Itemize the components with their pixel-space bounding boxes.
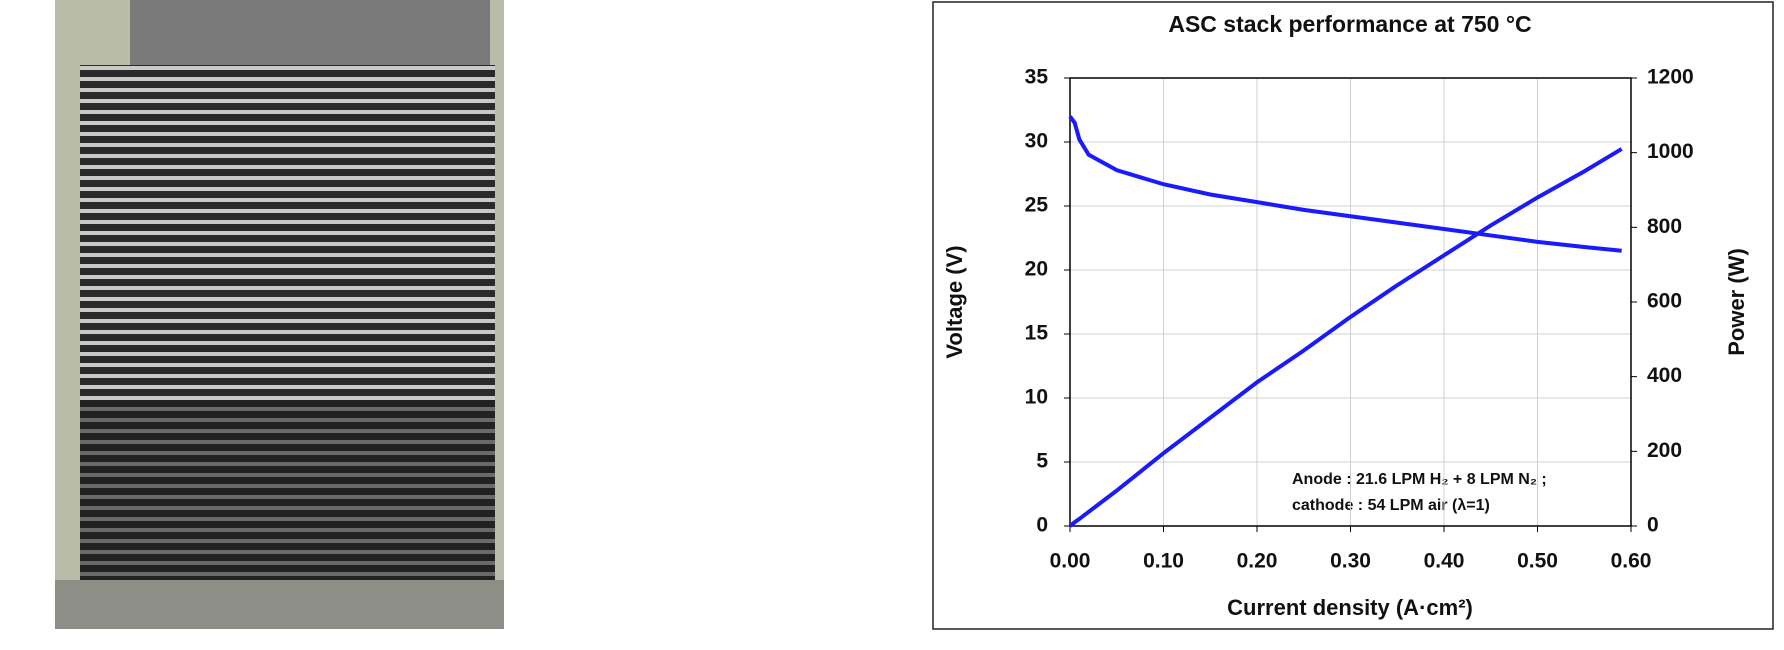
y2-tick-label: 1200 <box>1647 66 1694 89</box>
y2-tick-label: 400 <box>1647 364 1682 387</box>
top-block <box>130 0 490 65</box>
x-tick-label: 0.30 <box>1330 550 1371 573</box>
stack-shadow <box>80 400 495 605</box>
x-tick-label: 0.00 <box>1050 550 1091 573</box>
chart-title: ASC stack performance at 750 °C <box>1168 11 1531 37</box>
y2-axis-label: Power (W) <box>1724 248 1749 356</box>
y2-tick-label: 200 <box>1647 439 1682 462</box>
data-line <box>1068 115 1622 253</box>
stack-photo <box>55 0 504 629</box>
plot-border <box>1069 77 1632 527</box>
annotation: cathode : 54 LPM air (λ=1) <box>1292 497 1490 514</box>
y2-tick-label: 600 <box>1647 290 1682 313</box>
y-tick-label: 35 <box>1025 66 1049 89</box>
y-tick-label: 5 <box>1036 450 1048 473</box>
x-tick-label: 0.60 <box>1611 550 1652 573</box>
y-axis-label: Voltage (V) <box>942 245 967 358</box>
y-tick-label: 10 <box>1025 386 1048 409</box>
base-plate <box>55 580 504 629</box>
y-tick-label: 0 <box>1036 514 1048 537</box>
y2-tick-label: 800 <box>1647 215 1682 238</box>
y-tick-label: 20 <box>1025 258 1048 281</box>
y-tick-label: 30 <box>1025 130 1048 153</box>
x-tick-label: 0.20 <box>1237 550 1278 573</box>
y-tick-label: 25 <box>1025 194 1049 217</box>
y2-tick-label: 1000 <box>1647 140 1694 163</box>
x-tick-label: 0.50 <box>1517 550 1558 573</box>
y2-tick-label: 0 <box>1647 514 1659 537</box>
y-tick-label: 15 <box>1025 322 1049 345</box>
data-line <box>1068 147 1623 528</box>
x-tick-label: 0.10 <box>1143 550 1184 573</box>
x-tick-label: 0.40 <box>1424 550 1465 573</box>
annotation: Anode : 21.6 LPM H₂ + 8 LPM N₂ ; <box>1292 471 1547 488</box>
x-axis-label: Current density (A·cm²) <box>1227 595 1473 620</box>
